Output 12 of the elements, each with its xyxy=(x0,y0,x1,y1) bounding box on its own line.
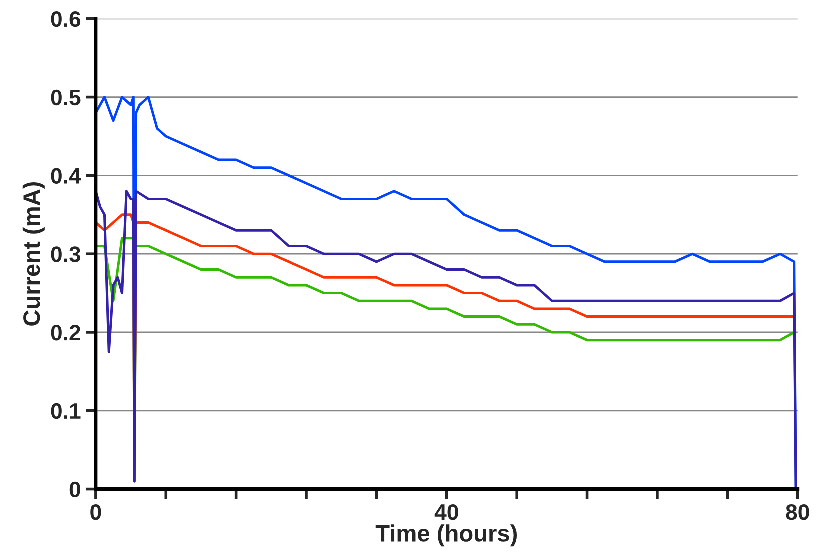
x-tick-label: 0 xyxy=(90,504,102,520)
y-tick-label: 0.6 xyxy=(51,11,81,28)
y-tick-label: 0.3 xyxy=(51,246,81,262)
y-tick-label: 0.1 xyxy=(51,403,81,420)
y-tick-label: 0.4 xyxy=(51,168,82,184)
y-tick-label: 0.2 xyxy=(51,325,80,341)
x-tick-label: 80 xyxy=(786,504,810,520)
x-axis-title: Time (hours) xyxy=(376,524,518,547)
x-tick-label: 40 xyxy=(434,504,458,520)
y-axis-title: Current (mA) xyxy=(22,182,45,326)
y-tick-label: 0 xyxy=(70,482,80,498)
y-tick-label: 0.5 xyxy=(51,90,81,106)
